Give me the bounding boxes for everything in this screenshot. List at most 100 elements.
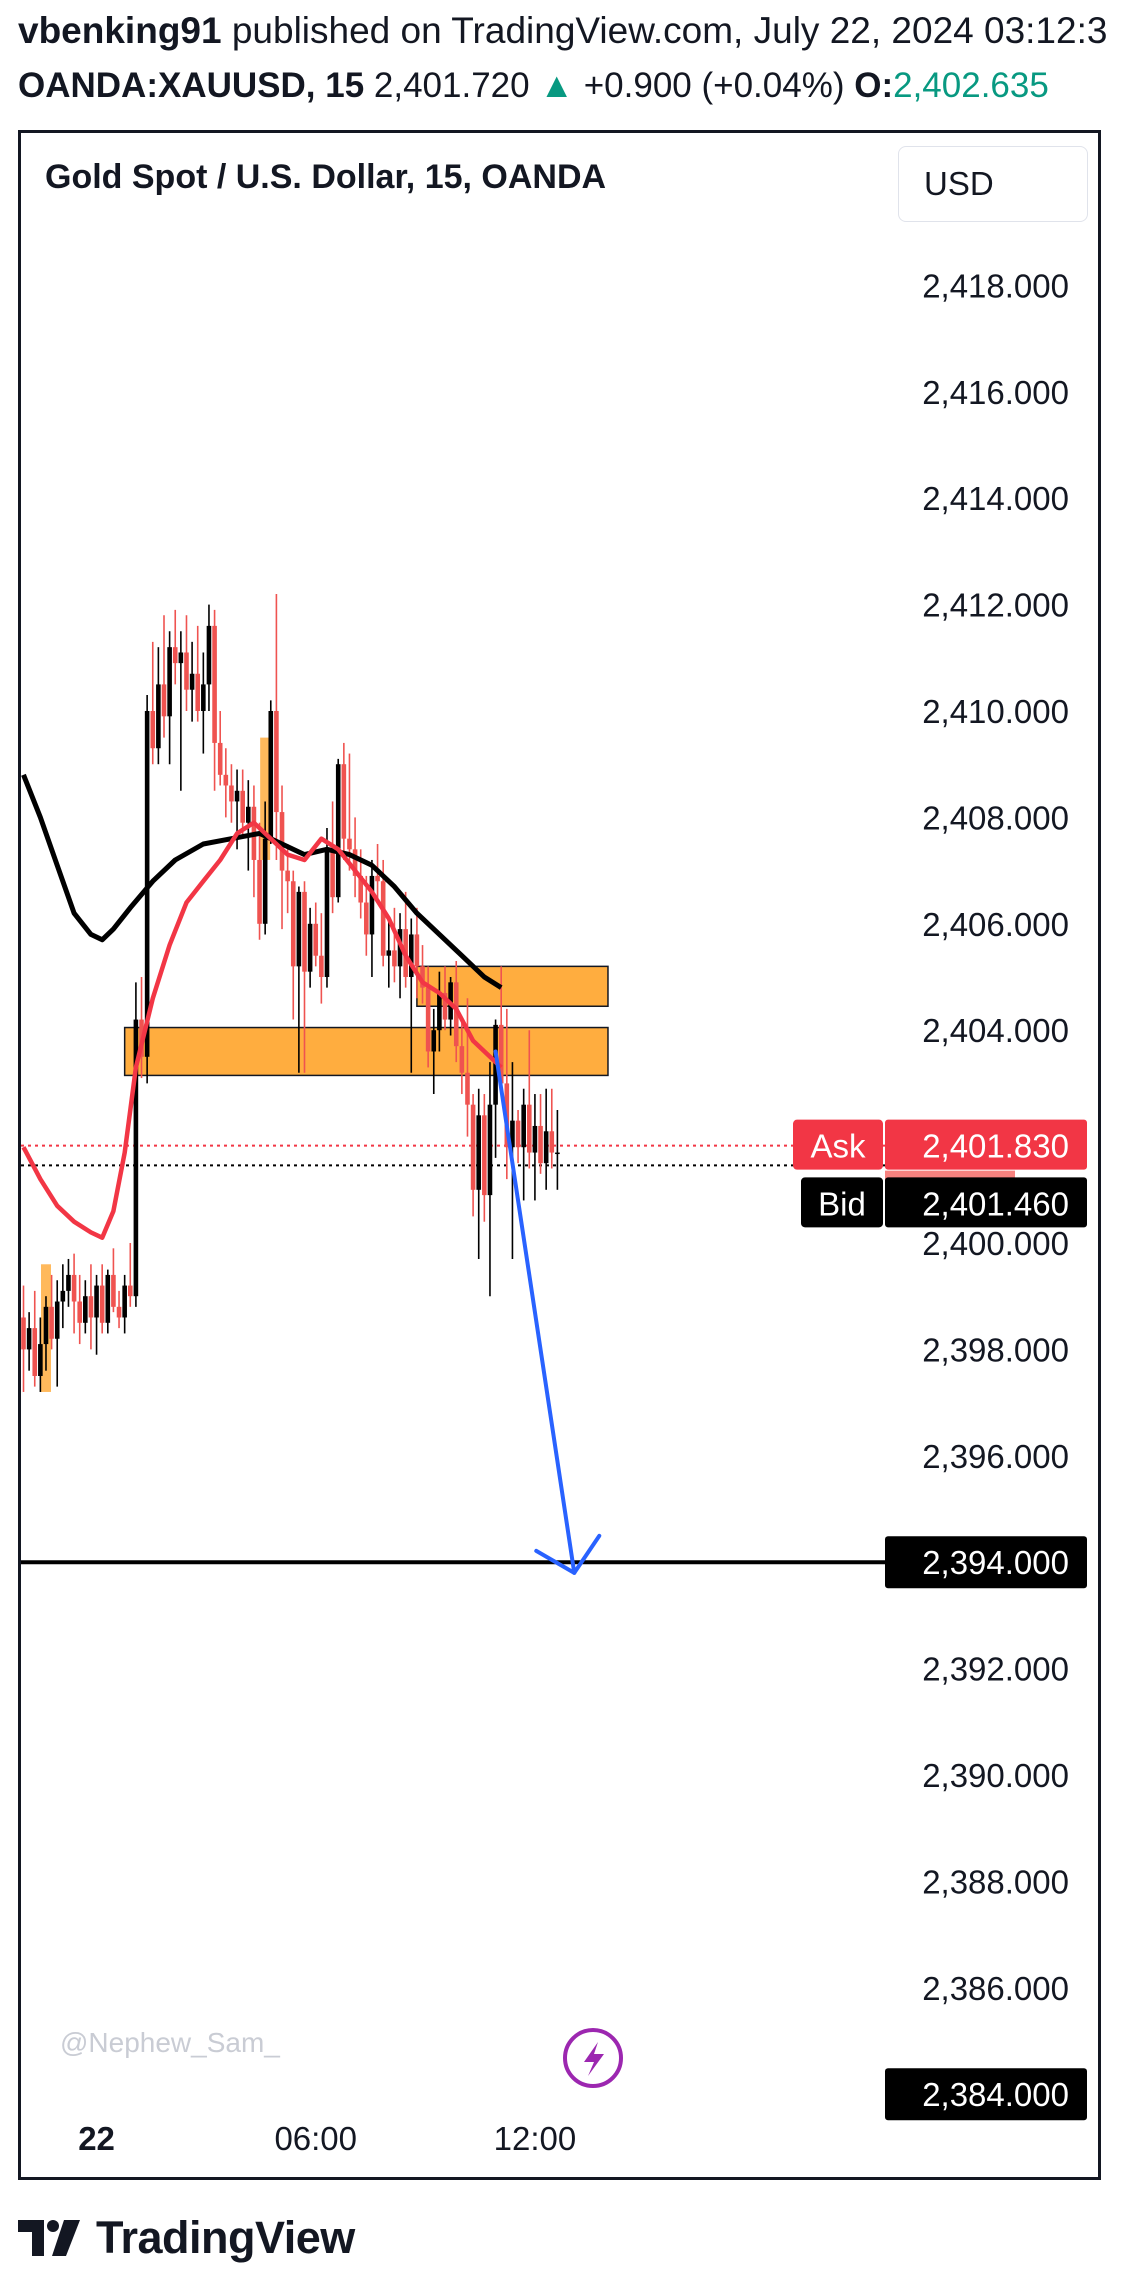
level-price-label-bg	[885, 1536, 1087, 1589]
candle-body	[234, 790, 240, 802]
candle-body	[375, 875, 380, 882]
time-tick-label: 12:00	[494, 2120, 577, 2157]
brand-name: TradingView	[96, 2212, 355, 2263]
candle-body	[99, 1285, 105, 1323]
price-tick-label: 2,396.000	[922, 1438, 1069, 1475]
last-price: 2,401.720	[373, 66, 530, 105]
publish-line: vbenking91 published on TradingView.com,…	[18, 10, 1122, 52]
candle-body	[206, 625, 212, 685]
candle-body	[487, 1104, 493, 1196]
price-tick-label: 2,386.000	[922, 1970, 1069, 2007]
candle-body	[437, 992, 442, 1031]
price-tick-label: 2,416.000	[922, 374, 1069, 411]
candle-body	[425, 987, 431, 1052]
candle-body	[195, 673, 201, 711]
candle-body	[26, 1328, 32, 1350]
candle-body	[21, 1317, 26, 1350]
price-tick-label: 2,412.000	[922, 587, 1069, 624]
level-price-label-bg	[885, 2068, 1087, 2121]
candle-body	[453, 982, 459, 1047]
candle-body	[296, 891, 302, 967]
candle-body	[386, 950, 392, 956]
lightning-icon[interactable]	[563, 2028, 623, 2088]
candle-body	[116, 1306, 122, 1318]
candle-body	[364, 902, 369, 935]
price-tick-label: 2,400.000	[922, 1225, 1069, 1262]
time-tick-label: 22	[78, 2120, 115, 2157]
bid-price-bg	[885, 1177, 1087, 1228]
candle-body	[156, 684, 161, 749]
candle-body	[60, 1290, 66, 1302]
candle-body	[380, 881, 386, 956]
candle-body	[32, 1328, 38, 1376]
candle-body	[392, 950, 397, 967]
candle-body	[172, 647, 178, 664]
candle-body	[217, 742, 223, 775]
candle-body	[476, 1115, 482, 1190]
candle-body	[285, 870, 290, 882]
candle-body	[43, 1306, 49, 1345]
candle-body	[178, 652, 184, 664]
candle-body	[549, 1131, 555, 1153]
publish-info: published on TradingView.com, July 22, 2…	[221, 10, 1108, 51]
price-tick-label: 2,388.000	[922, 1863, 1069, 1900]
candle-body	[161, 684, 167, 717]
candle-body	[369, 875, 375, 935]
candle-body	[515, 1120, 521, 1148]
symbol: OANDA:XAUUSD, 15	[18, 66, 365, 105]
level-price-label: 2,394.000	[922, 1544, 1069, 1581]
candle-body	[313, 923, 319, 956]
candle-body	[71, 1274, 77, 1302]
price-change: +0.900 (+0.04%)	[583, 66, 845, 105]
author-name[interactable]: vbenking91	[18, 10, 222, 51]
candle-body	[122, 1285, 127, 1318]
candle-body	[54, 1301, 60, 1339]
candle-body	[335, 764, 341, 898]
candle-body	[274, 711, 279, 813]
candle-body	[246, 806, 251, 823]
ask-price-bg	[885, 1119, 1087, 1170]
candle-body	[324, 849, 330, 977]
candle-body	[127, 1285, 133, 1297]
candle-body	[150, 711, 156, 749]
price-tick-label: 2,398.000	[922, 1331, 1069, 1368]
candle-body	[189, 673, 195, 690]
price-tick-label: 2,414.000	[922, 480, 1069, 517]
price-tick-label: 2,390.000	[922, 1757, 1069, 1794]
tradingview-logo-icon	[18, 2220, 80, 2256]
candle-body	[532, 1125, 538, 1153]
candle-body	[229, 785, 234, 802]
price-tick-label: 2,418.000	[922, 267, 1069, 304]
candle-body	[184, 652, 189, 690]
candle-body	[88, 1296, 94, 1318]
candle-body	[498, 1024, 504, 1084]
candle-body	[144, 711, 150, 1057]
candle-body	[111, 1274, 116, 1307]
tradingview-logo[interactable]: TradingView	[18, 2212, 355, 2264]
ask-tag-bg	[793, 1119, 883, 1170]
candle-body	[223, 774, 229, 786]
candle-body	[470, 1104, 476, 1190]
candle-body	[268, 711, 274, 839]
projection-arrow-head	[534, 1533, 602, 1575]
candle-body	[77, 1301, 82, 1323]
time-tick-label: 06:00	[274, 2120, 357, 2157]
highlight-box	[260, 737, 271, 860]
candle-body	[408, 934, 414, 977]
candle-body	[555, 1152, 560, 1155]
open-label: O:	[854, 66, 894, 105]
candle-body	[543, 1131, 549, 1164]
bid-price-label: 2,401.460	[922, 1185, 1069, 1222]
price-tick-label: 2,406.000	[922, 906, 1069, 943]
candle-body	[133, 1019, 139, 1297]
bid-tag-label: Bid	[818, 1185, 866, 1222]
candle-body	[66, 1274, 71, 1291]
candle-body	[212, 625, 217, 743]
currency-button[interactable]: USD	[898, 146, 1088, 222]
candle-body	[521, 1104, 526, 1148]
candle-body	[538, 1125, 543, 1164]
candle-body	[527, 1104, 532, 1153]
candle-body	[347, 838, 352, 850]
chart-title: Gold Spot / U.S. Dollar, 15, OANDA	[45, 158, 607, 196]
